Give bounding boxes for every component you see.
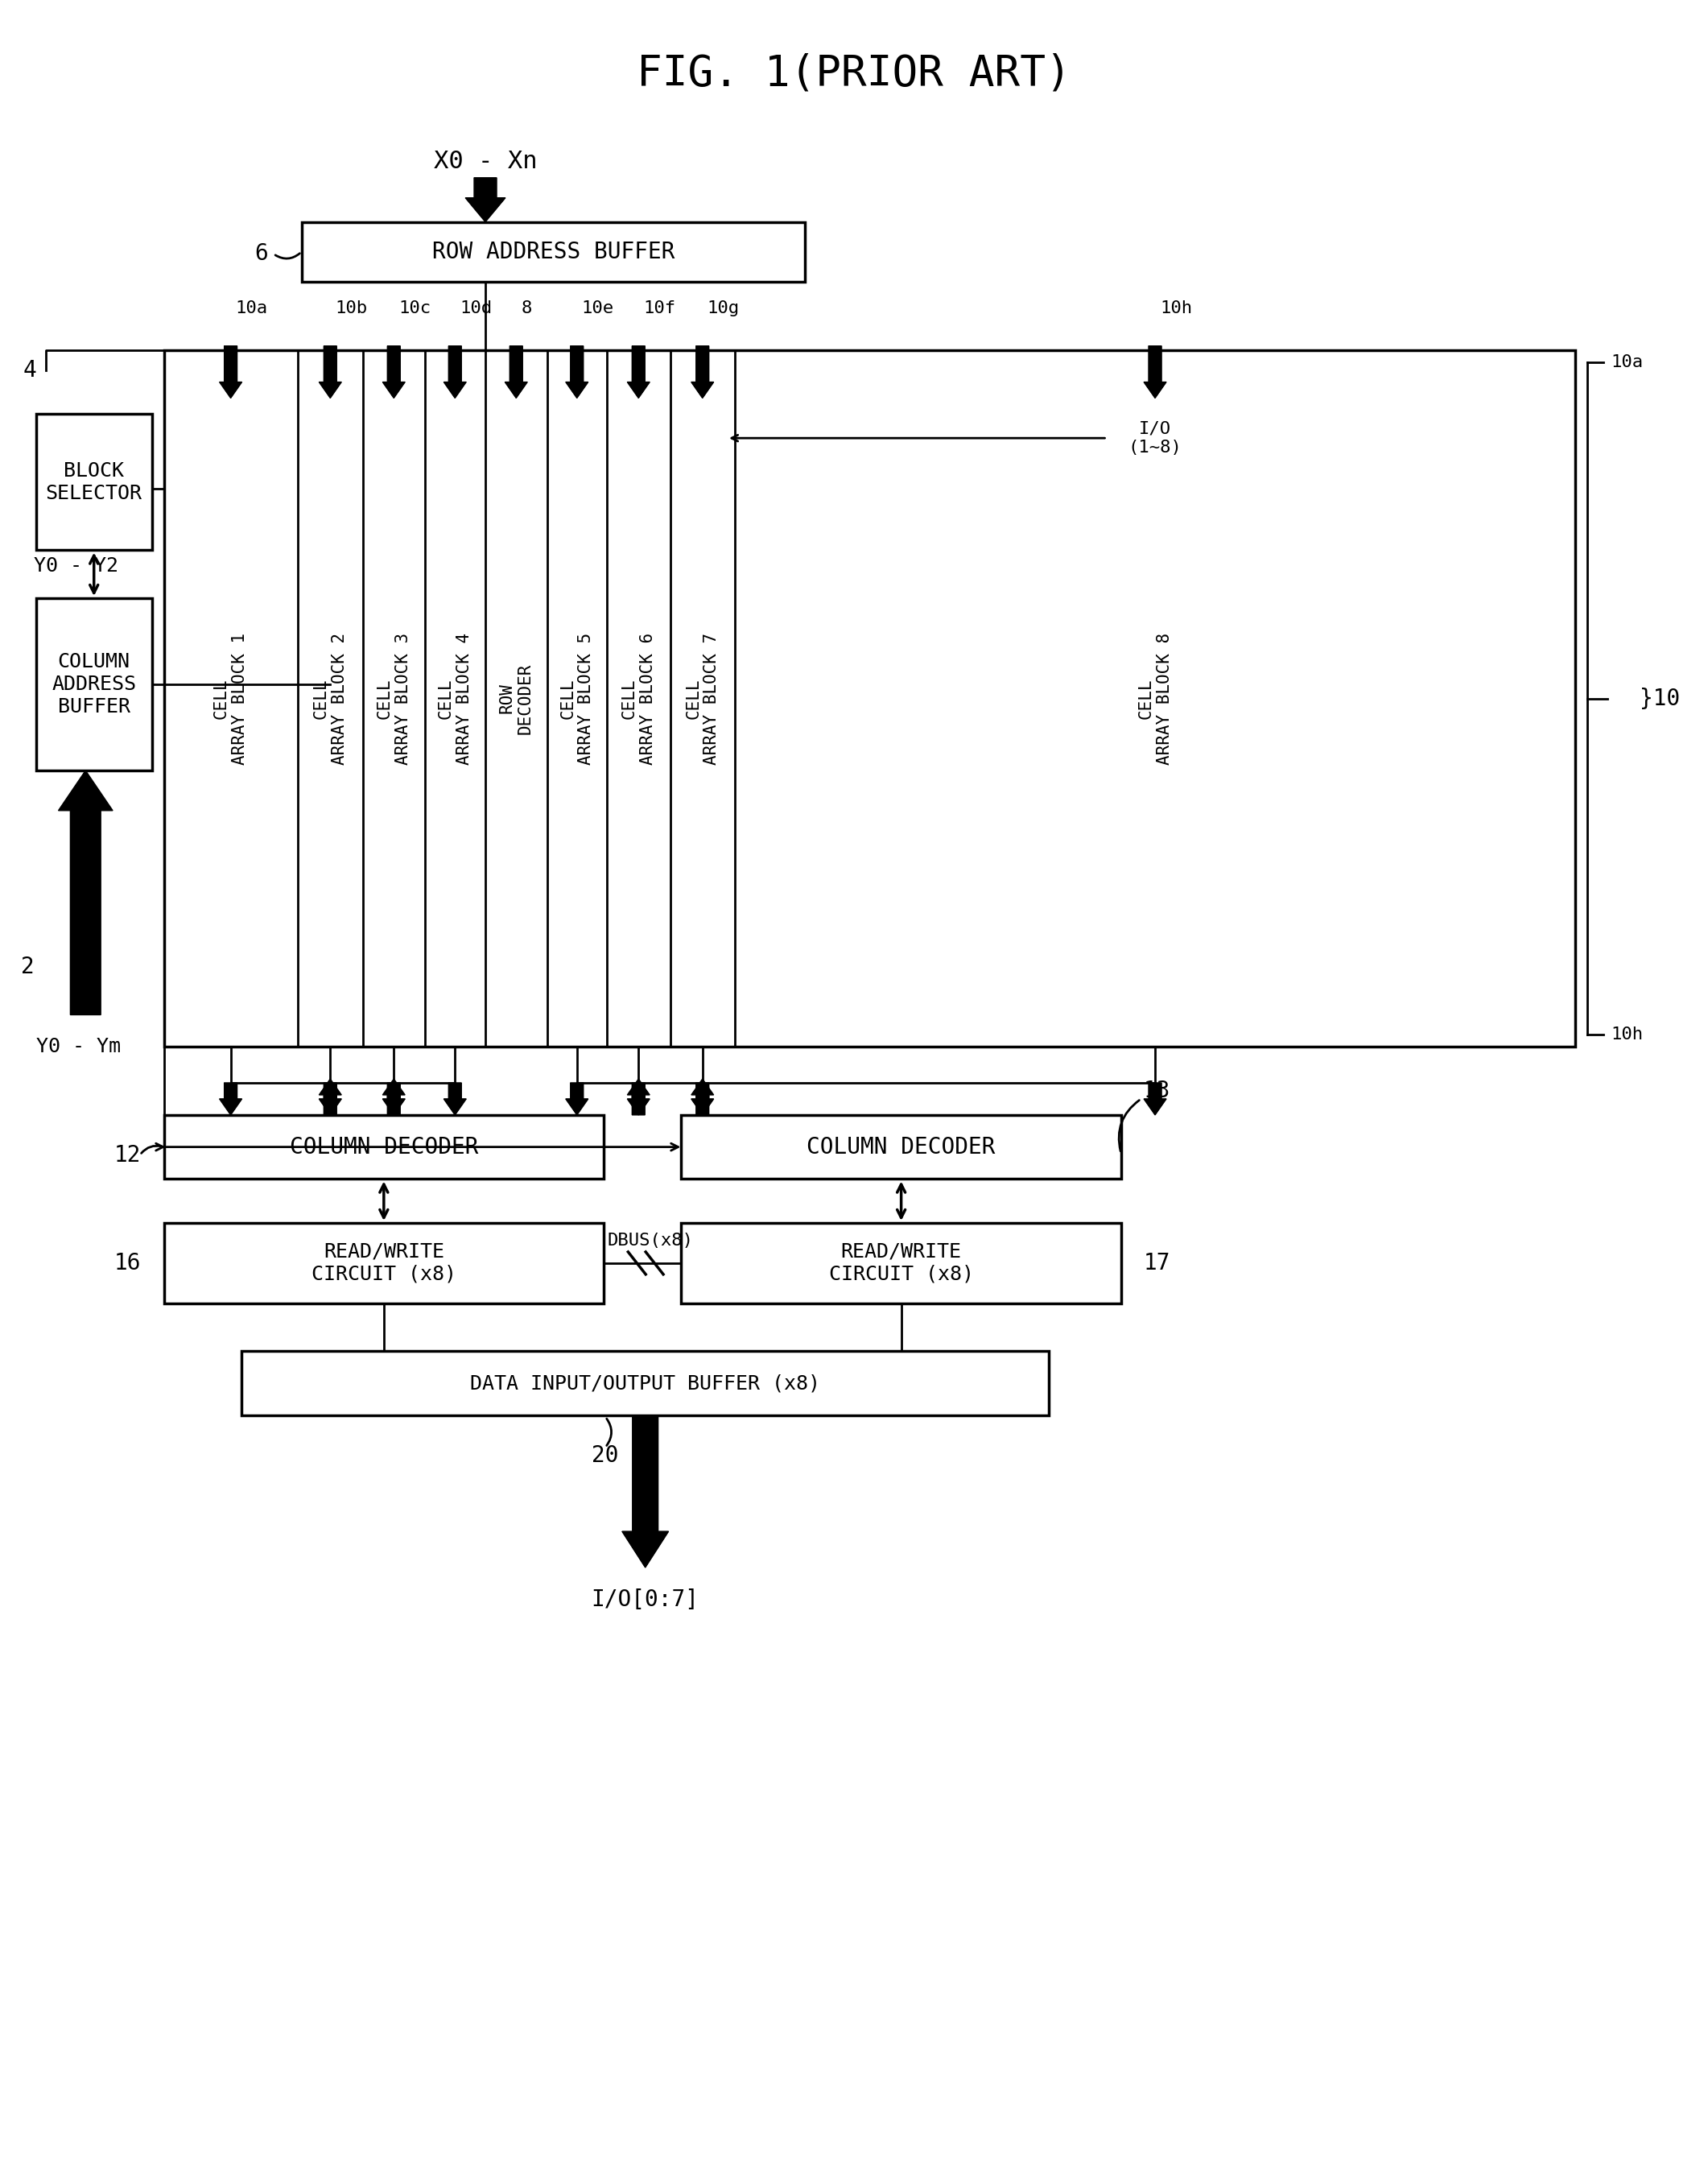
- Text: READ/WRITE
CIRCUIT (x8): READ/WRITE CIRCUIT (x8): [311, 1243, 456, 1285]
- Polygon shape: [220, 347, 243, 399]
- Text: X0 - Xn: X0 - Xn: [434, 150, 536, 174]
- Text: COLUMN DECODER: COLUMN DECODER: [289, 1136, 478, 1158]
- Text: 12: 12: [114, 1143, 140, 1167]
- Text: 10h: 10h: [1611, 1027, 1643, 1043]
- Text: CELL
ARRAY BLOCK 8: CELL ARRAY BLOCK 8: [1138, 632, 1172, 766]
- Text: CELL
ARRAY BLOCK 4: CELL ARRAY BLOCK 4: [437, 632, 473, 766]
- Text: CELL
ARRAY BLOCK 5: CELL ARRAY BLOCK 5: [560, 632, 594, 766]
- Text: 4: 4: [22, 358, 36, 382]
- Polygon shape: [1144, 347, 1167, 399]
- Polygon shape: [1144, 1084, 1167, 1114]
- Text: 8: 8: [521, 301, 531, 316]
- Text: BLOCK
SELECTOR: BLOCK SELECTOR: [46, 462, 142, 504]
- Polygon shape: [319, 347, 342, 399]
- Polygon shape: [319, 1084, 342, 1114]
- Polygon shape: [465, 179, 506, 222]
- Text: READ/WRITE
CIRCUIT (x8): READ/WRITE CIRCUIT (x8): [828, 1243, 974, 1285]
- Text: I/O[0:7]: I/O[0:7]: [591, 1588, 699, 1612]
- Text: Y0 - Ym: Y0 - Ym: [36, 1038, 121, 1056]
- Polygon shape: [220, 1084, 243, 1114]
- Text: 10d: 10d: [459, 301, 492, 316]
- Polygon shape: [506, 347, 528, 399]
- Text: DATA INPUT/OUTPUT BUFFER (x8): DATA INPUT/OUTPUT BUFFER (x8): [470, 1374, 820, 1394]
- Polygon shape: [444, 347, 466, 399]
- Text: ROW ADDRESS BUFFER: ROW ADDRESS BUFFER: [432, 240, 675, 264]
- Polygon shape: [383, 347, 405, 399]
- Bar: [681, 1114, 1120, 1180]
- Text: 10h: 10h: [1160, 301, 1192, 316]
- Polygon shape: [692, 1080, 714, 1114]
- Text: CELL
ARRAY BLOCK 7: CELL ARRAY BLOCK 7: [685, 632, 719, 766]
- Text: 10f: 10f: [644, 301, 676, 316]
- Text: 10a: 10a: [236, 301, 268, 316]
- Text: 10a: 10a: [1611, 353, 1643, 371]
- Text: ROW
DECODER: ROW DECODER: [499, 663, 533, 735]
- Polygon shape: [692, 1084, 714, 1114]
- Text: 16: 16: [114, 1252, 140, 1274]
- Text: I/O
(1~8): I/O (1~8): [1129, 421, 1182, 456]
- Polygon shape: [58, 770, 113, 1014]
- Bar: [36, 598, 152, 770]
- Polygon shape: [627, 347, 649, 399]
- Text: 10g: 10g: [707, 301, 740, 316]
- Text: COLUMN
ADDRESS
BUFFER: COLUMN ADDRESS BUFFER: [51, 652, 137, 715]
- Bar: [241, 1352, 1049, 1415]
- Bar: [164, 1114, 603, 1180]
- Polygon shape: [565, 1084, 588, 1114]
- Polygon shape: [627, 1084, 649, 1114]
- Bar: [681, 1224, 1120, 1304]
- Polygon shape: [383, 1080, 405, 1114]
- Bar: [164, 1224, 603, 1304]
- Text: FIG. 1(PRIOR ART): FIG. 1(PRIOR ART): [637, 52, 1071, 94]
- Text: 10e: 10e: [582, 301, 613, 316]
- Polygon shape: [319, 1080, 342, 1114]
- Polygon shape: [627, 1080, 649, 1114]
- Polygon shape: [383, 1084, 405, 1114]
- Text: 10c: 10c: [398, 301, 430, 316]
- Text: 6: 6: [254, 242, 268, 266]
- Bar: [164, 349, 1575, 1047]
- Text: 2: 2: [20, 955, 34, 977]
- Polygon shape: [692, 347, 714, 399]
- Text: 20: 20: [593, 1444, 618, 1466]
- Text: 17: 17: [1144, 1252, 1170, 1274]
- Text: CELL
ARRAY BLOCK 1: CELL ARRAY BLOCK 1: [214, 632, 248, 766]
- Bar: [36, 414, 152, 550]
- Text: }10: }10: [1640, 687, 1679, 709]
- Text: CELL
ARRAY BLOCK 6: CELL ARRAY BLOCK 6: [622, 632, 656, 766]
- Text: COLUMN DECODER: COLUMN DECODER: [806, 1136, 996, 1158]
- Polygon shape: [444, 1084, 466, 1114]
- Text: 10b: 10b: [335, 301, 367, 316]
- Text: CELL
ARRAY BLOCK 2: CELL ARRAY BLOCK 2: [313, 632, 348, 766]
- Polygon shape: [565, 347, 588, 399]
- Text: DBUS(x8): DBUS(x8): [608, 1232, 693, 1250]
- Bar: [301, 222, 804, 281]
- Text: CELL
ARRAY BLOCK 3: CELL ARRAY BLOCK 3: [376, 632, 412, 766]
- Polygon shape: [622, 1415, 668, 1568]
- Text: Y0 - Y2: Y0 - Y2: [34, 556, 118, 576]
- Text: 13: 13: [1144, 1080, 1170, 1101]
